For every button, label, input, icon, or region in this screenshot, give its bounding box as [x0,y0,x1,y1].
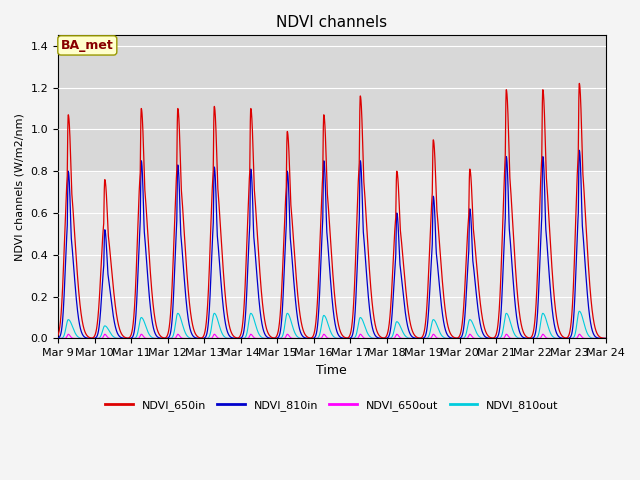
NDVI_650out [446,336,454,341]
NDVI_650out [191,336,198,341]
NDVI_650out [406,336,413,341]
NDVI_650out [54,336,62,341]
NDVI_810in [313,327,321,333]
NDVI_810in [566,335,574,340]
NDVI_810out [313,336,321,341]
NDVI_810out [602,336,609,341]
NDVI_650in [191,329,198,335]
Legend: NDVI_650in, NDVI_810in, NDVI_650out, NDVI_810out: NDVI_650in, NDVI_810in, NDVI_650out, NDV… [100,396,563,415]
NDVI_810in [191,335,198,340]
NDVI_810out [406,336,413,341]
Title: NDVI channels: NDVI channels [276,15,387,30]
NDVI_650in [602,336,609,341]
X-axis label: Time: Time [316,364,347,377]
NDVI_810in [385,333,393,338]
NDVI_650in [446,330,454,336]
Y-axis label: NDVI channels (W/m2/nm): NDVI channels (W/m2/nm) [15,113,25,261]
NDVI_810in [54,336,62,341]
NDVI_650in [313,305,321,311]
NDVI_810in [602,336,609,341]
NDVI_810out [566,336,574,341]
Line: NDVI_650in: NDVI_650in [58,84,605,338]
NDVI_650out [602,336,609,341]
NDVI_810out [385,336,393,341]
NDVI_650in [54,332,62,338]
Line: NDVI_810out: NDVI_810out [58,311,605,338]
NDVI_650in [566,327,574,333]
NDVI_650in [385,321,393,327]
NDVI_810out [446,336,454,341]
NDVI_810in [575,147,583,153]
NDVI_650in [406,316,413,322]
Line: NDVI_810in: NDVI_810in [58,150,605,338]
NDVI_650out [566,336,574,341]
NDVI_810in [446,335,454,340]
NDVI_650out [385,336,393,341]
NDVI_810in [406,330,413,336]
Line: NDVI_650out: NDVI_650out [58,334,605,338]
NDVI_810out [54,336,62,341]
NDVI_650out [429,331,437,337]
Bar [58,36,605,171]
NDVI_650out [313,336,321,341]
NDVI_810out [575,308,583,314]
NDVI_810out [191,336,198,341]
NDVI_650in [575,81,583,86]
Text: BA_met: BA_met [61,39,114,52]
